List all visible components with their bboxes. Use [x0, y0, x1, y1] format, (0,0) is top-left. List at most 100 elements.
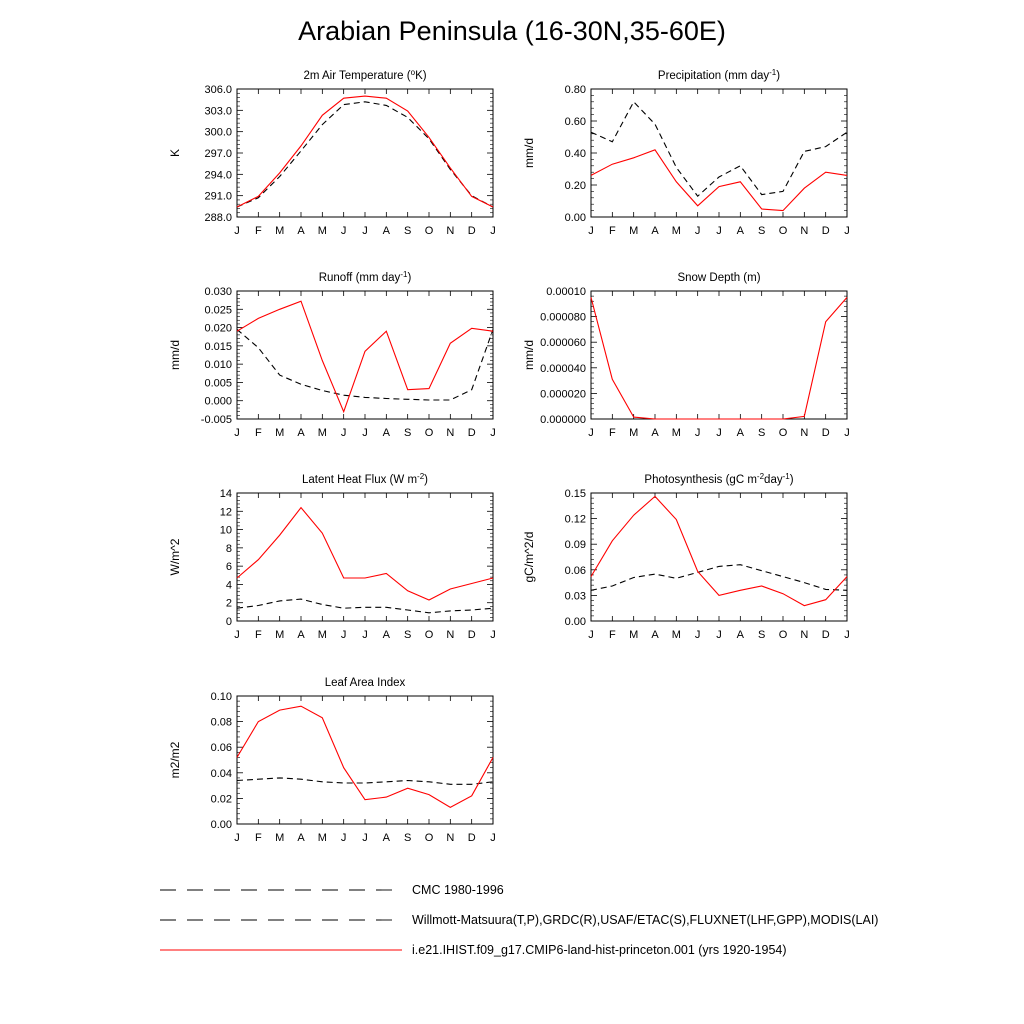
x-tick-label: N	[446, 225, 454, 237]
x-tick-label: J	[341, 225, 347, 237]
x-tick-label: D	[468, 225, 476, 237]
y-tick-label: 10	[220, 525, 232, 537]
x-tick-label: M	[318, 629, 327, 641]
y-tick-label: 4	[226, 579, 232, 591]
y-axis-label: mm/d	[168, 340, 182, 370]
x-tick-label: J	[844, 427, 850, 439]
chart-panel-2: J F M A M J J A S O N D J0.000.200.400.600.80Precipi…	[522, 68, 850, 238]
y-axis-label: W/m^2	[168, 538, 182, 575]
y-tick-label: 0.005	[204, 377, 232, 389]
chart-panel-1: J F M A M J J A S O N D J288.0291.0294.0297.0300.030…	[168, 68, 496, 238]
x-tick-label: S	[404, 629, 411, 641]
x-tick-label: O	[425, 225, 434, 237]
plot-frame	[236, 88, 494, 218]
x-tick-label: D	[822, 427, 830, 439]
x-tick-label: J	[341, 427, 347, 439]
x-tick-label: N	[446, 427, 454, 439]
x-tick-label: A	[737, 427, 745, 439]
x-tick-label: J	[695, 427, 701, 439]
x-tick-label: O	[779, 225, 788, 237]
y-tick-label: 0.60	[565, 116, 586, 128]
y-tick-label: 8	[226, 543, 232, 555]
x-tick-label: M	[275, 427, 284, 439]
x-tick-label: O	[425, 832, 434, 844]
x-tick-label: J	[234, 629, 240, 641]
obs-series-line	[236, 598, 494, 614]
y-tick-label: 0.12	[565, 514, 586, 526]
x-tick-label: A	[383, 225, 391, 237]
y-tick-label: 0.04	[211, 768, 232, 780]
y-tick-label: 291.0	[204, 191, 232, 203]
x-tick-label: M	[318, 832, 327, 844]
x-tick-label: F	[255, 832, 262, 844]
x-tick-label: A	[737, 225, 745, 237]
model-series-line	[236, 506, 494, 601]
page-title: Arabian Peninsula (16-30N,35-60E)	[298, 16, 726, 46]
x-tick-label: S	[404, 225, 411, 237]
chart-panel-4: J F M A M J J A S O N D J0.0000000.0000200.0000400.0…	[522, 272, 850, 439]
x-tick-label: N	[446, 832, 454, 844]
y-tick-label: 297.0	[204, 148, 232, 160]
y-tick-label: 2	[226, 598, 232, 610]
x-tick-label: A	[383, 832, 391, 844]
x-tick-label: J	[695, 629, 701, 641]
y-axis-label: gC/m^2/d	[522, 532, 536, 583]
x-tick-label: M	[629, 225, 638, 237]
y-tick-label: 0.00	[211, 819, 232, 831]
x-tick-label: F	[255, 629, 262, 641]
y-tick-label: 306.0	[204, 84, 232, 96]
x-tick-label: M	[672, 629, 681, 641]
y-axis-label: mm/d	[522, 340, 536, 370]
x-tick-label: D	[822, 225, 830, 237]
y-axis-label: mm/d	[522, 138, 536, 168]
y-tick-label: 0.00	[565, 616, 586, 628]
panel-title: Snow Depth (m)	[677, 272, 760, 284]
x-tick-label: J	[844, 225, 850, 237]
x-tick-label: S	[404, 427, 411, 439]
legend: CMC 1980-1996 Willmott-Matsuura(T,P),GRDC…	[160, 883, 878, 957]
x-tick-label: J	[362, 629, 368, 641]
model-series-line	[236, 95, 494, 208]
y-tick-label: 0.00	[565, 212, 586, 224]
x-tick-label: O	[779, 427, 788, 439]
x-tick-label: J	[844, 629, 850, 641]
x-tick-label: J	[588, 225, 594, 237]
panel-title: 2m Air Temperature (oK)	[303, 68, 426, 83]
x-tick-label: A	[737, 629, 745, 641]
x-tick-label: J	[362, 427, 368, 439]
y-tick-label: 0.00010	[546, 286, 586, 298]
y-tick-label: 0.000080	[540, 312, 586, 324]
x-tick-label: F	[609, 225, 616, 237]
x-tick-label: S	[758, 427, 765, 439]
obs-series-line	[236, 777, 494, 785]
y-tick-label: 0.09	[565, 539, 586, 551]
y-axis-label: K	[168, 149, 182, 157]
x-tick-label: O	[425, 629, 434, 641]
x-tick-label: J	[234, 225, 240, 237]
x-tick-label: S	[758, 629, 765, 641]
y-axis-label: m2/m2	[168, 741, 182, 778]
legend-label: Willmott-Matsuura(T,P),GRDC(R),USAF/ETAC…	[412, 913, 878, 927]
x-tick-label: A	[651, 427, 659, 439]
y-tick-label: 12	[220, 506, 232, 518]
x-tick-label: J	[716, 225, 722, 237]
x-tick-label: M	[275, 832, 284, 844]
y-tick-label: 303.0	[204, 105, 232, 117]
x-tick-label: J	[490, 225, 496, 237]
x-tick-label: J	[362, 832, 368, 844]
x-tick-label: J	[490, 629, 496, 641]
x-tick-label: D	[468, 427, 476, 439]
x-tick-label: M	[629, 629, 638, 641]
y-tick-label: 0.15	[565, 488, 586, 500]
panel-title: Runoff (mm day-1)	[319, 270, 412, 285]
x-tick-label: N	[446, 629, 454, 641]
y-tick-label: 6	[226, 561, 232, 573]
obs-series-line	[236, 328, 494, 401]
chart-panel-3: J F M A M J J A S O N D J-0.0050.0000.0050.0100.0150…	[168, 270, 496, 440]
x-tick-label: D	[468, 629, 476, 641]
y-tick-label: 0.000020	[540, 388, 586, 400]
x-tick-label: O	[779, 629, 788, 641]
x-tick-label: D	[822, 629, 830, 641]
x-tick-label: F	[255, 427, 262, 439]
